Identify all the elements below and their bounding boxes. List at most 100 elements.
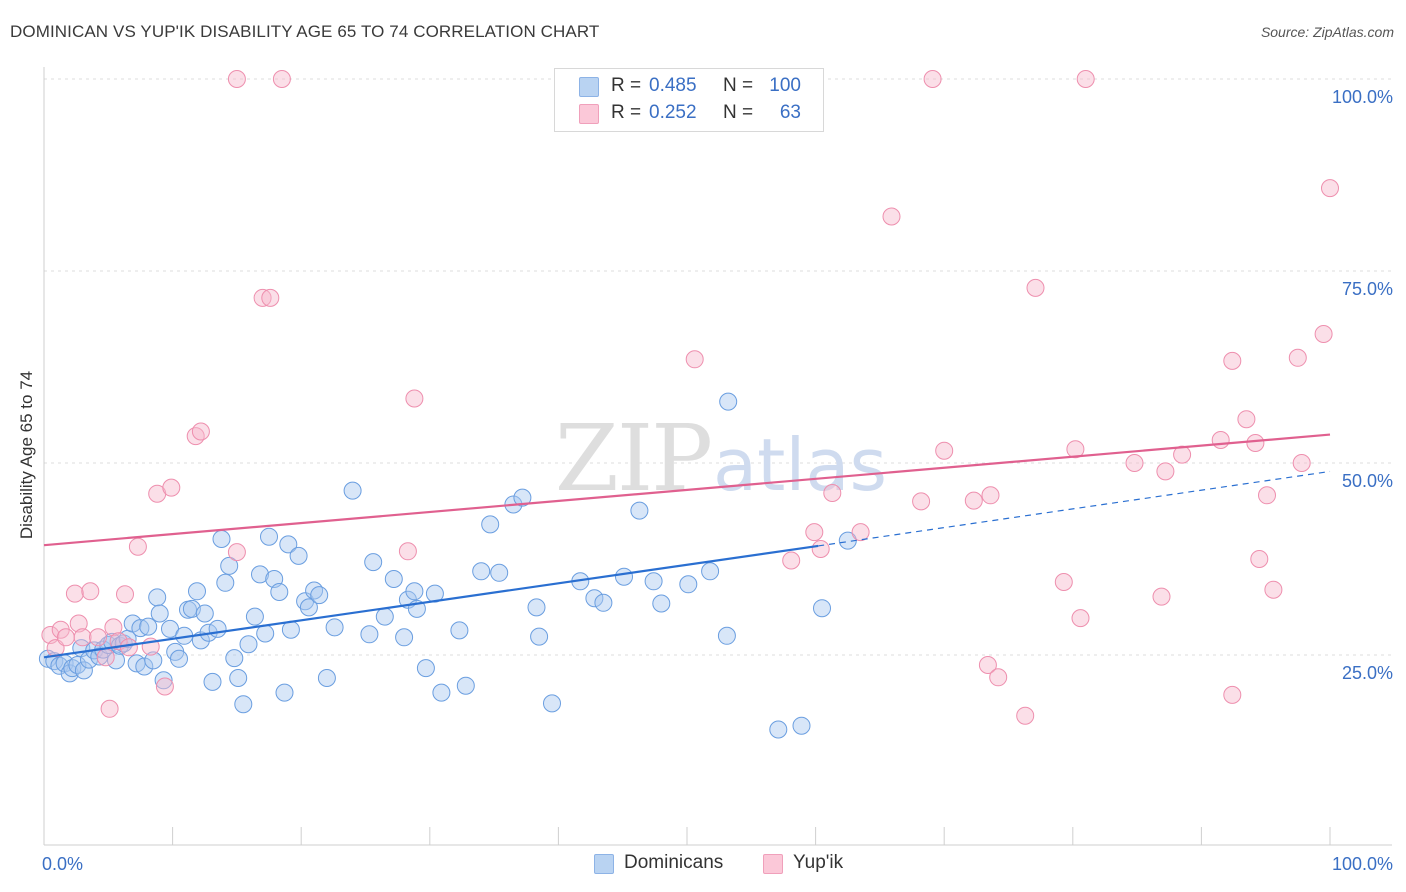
dominicans-point [170, 649, 188, 668]
yupik-point [104, 618, 123, 637]
yupik-point [782, 551, 801, 570]
dominicans-point [212, 530, 231, 548]
dominicans-point [275, 683, 294, 702]
dominicans-point [188, 582, 206, 601]
yupik-point [1152, 587, 1171, 606]
dominicans-point [792, 716, 811, 735]
dominicans-point [543, 694, 561, 713]
dominicans-point [701, 562, 720, 581]
dominicans-point [360, 625, 379, 644]
yupik-point [272, 70, 291, 88]
yupik-point [1314, 325, 1333, 343]
dominicans-point [813, 599, 831, 618]
dominicans-point [239, 635, 258, 654]
dominicans-trend-line [43, 544, 819, 659]
yupik-point [1125, 454, 1144, 472]
n-label: N = [723, 102, 754, 123]
dominicans-point [325, 618, 344, 637]
legend-label: Dominicans [624, 852, 724, 873]
dominicans-point [195, 604, 214, 623]
r-label: R = [611, 102, 642, 123]
yupik-point [65, 584, 84, 603]
yupik-point [912, 492, 931, 511]
yupik-point [1054, 573, 1073, 591]
dominicans-point [450, 621, 469, 640]
dominicans-point [74, 661, 93, 680]
dominicans-point [615, 567, 633, 586]
dominicans-point [63, 659, 82, 678]
yupik-point [851, 523, 870, 542]
dominicans-point [107, 651, 125, 670]
dominicans-point [135, 657, 154, 676]
yupik-point [1066, 440, 1085, 459]
yupik-point [100, 699, 119, 718]
dominicans-point [270, 583, 289, 601]
dominicans-point [530, 627, 549, 646]
yupik-point [1237, 410, 1256, 429]
yupik-point [89, 628, 107, 647]
yupik-point [227, 70, 246, 88]
r-value: 0.252 [649, 102, 697, 123]
yupik-point [56, 628, 75, 647]
yupik-point [923, 70, 942, 88]
dominicans-point [279, 535, 298, 554]
dominicans-point [317, 669, 336, 687]
dominicans-point [154, 671, 173, 690]
n-label: N = [723, 75, 754, 96]
dominicans-point [472, 562, 491, 581]
watermark: ZIP atlas [555, 405, 887, 512]
dominicans-point [310, 586, 329, 605]
dominicans-point [289, 546, 308, 565]
stats-legend: R = 0.485 N = 100 R = 0.252 N = 63 [554, 68, 824, 132]
dominicans-point [585, 589, 604, 608]
dominicans-point [717, 626, 736, 645]
yupik-point [805, 523, 824, 542]
yupik-point [191, 422, 210, 441]
yupik-point [964, 491, 983, 510]
yupik-point [882, 207, 901, 226]
source-credit: Source: ZipAtlas.com [1260, 24, 1394, 40]
dominicans-point [234, 695, 253, 714]
yupik-point [253, 288, 272, 307]
yupik-point [1223, 351, 1242, 370]
data-points [38, 70, 1339, 739]
dominicans-point [139, 617, 158, 636]
dominicans-point [364, 553, 383, 572]
yupik-point [1321, 179, 1339, 198]
dominicans-point [216, 573, 235, 592]
yupik-point [1173, 445, 1192, 464]
y-tick-label: 75.0% [1342, 279, 1393, 299]
yupik-point [989, 668, 1008, 687]
dominicans-point [652, 594, 671, 613]
yupik-point [685, 350, 704, 369]
dominicans-point [245, 607, 264, 626]
y-tick-label: 25.0% [1342, 663, 1393, 683]
dominicans-point [594, 593, 613, 612]
watermark-atlas: atlas [713, 423, 887, 507]
yupik-swatch [763, 854, 783, 874]
yupik-point [1071, 609, 1090, 628]
dominicans-point [405, 582, 424, 601]
dominicans-point [220, 556, 239, 575]
y-tick-label: 100.0% [1332, 87, 1393, 107]
yupik-point [128, 537, 147, 556]
dominicans-point [384, 570, 403, 588]
yupik-point [1223, 685, 1242, 704]
dominicans-swatch [579, 77, 599, 97]
yupik-point [978, 656, 997, 674]
dominicans-point [148, 588, 167, 607]
watermark-zip: ZIP [555, 405, 711, 512]
dominicans-point [490, 563, 509, 582]
yupik-point [398, 542, 417, 561]
yupik-point [261, 288, 280, 307]
trend-lines [43, 433, 1331, 659]
yupik-point [1076, 70, 1095, 88]
dominicans-point [395, 628, 414, 647]
r-label: R = [611, 75, 642, 96]
yupik-point [1016, 706, 1035, 725]
dominicans-point [719, 392, 738, 411]
dominicans-point [527, 598, 546, 617]
yupik-point [69, 614, 88, 633]
dominicans-point [256, 624, 275, 643]
